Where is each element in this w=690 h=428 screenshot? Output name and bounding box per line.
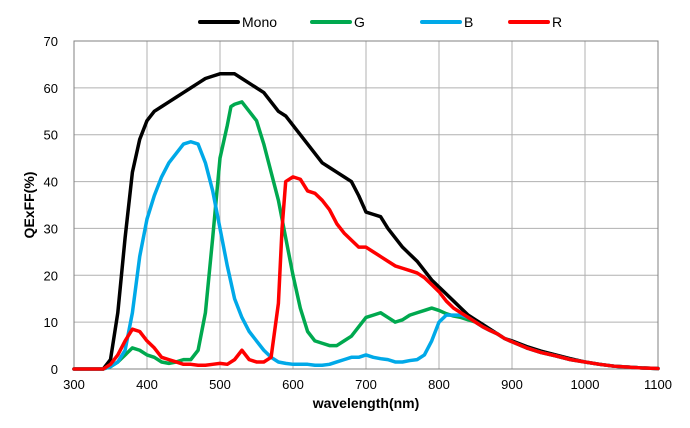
legend-label-r: R: [552, 14, 562, 30]
plot-area: [73, 40, 659, 370]
x-tick-label: 1100: [644, 377, 672, 392]
x-tick-labels: 300 400 500 600 700 800 900 1000 1100: [63, 377, 672, 392]
x-tick-label: 900: [501, 377, 523, 392]
x-tick-label: 700: [355, 377, 377, 392]
y-tick-label: 0: [51, 362, 58, 377]
y-tick-label: 10: [44, 315, 58, 330]
series-line-r: [72, 175, 660, 371]
y-tick-label: 30: [44, 221, 58, 236]
x-tick-label: 400: [136, 377, 158, 392]
y-tick-label: 60: [44, 81, 58, 96]
y-tick-label: 40: [44, 175, 58, 190]
legend: Mono G B R: [198, 14, 562, 30]
x-tick-label: 300: [63, 377, 85, 392]
legend-label-g: G: [354, 14, 365, 30]
x-axis-label: wavelength(nm): [312, 395, 420, 411]
series-lines: [72, 72, 660, 371]
grid-lines: [74, 41, 658, 369]
x-tick-label: 800: [428, 377, 450, 392]
x-tick-label: 500: [209, 377, 231, 392]
y-tick-labels: 0 10 20 30 40 50 60 70: [44, 34, 58, 377]
y-tick-label: 50: [44, 128, 58, 143]
y-tick-label: 20: [44, 268, 58, 283]
y-tick-label: 70: [44, 34, 58, 49]
legend-label-mono: Mono: [242, 14, 277, 30]
y-axis-label: QExFF(%): [21, 172, 37, 239]
legend-label-b: B: [464, 14, 473, 30]
x-tick-label: 600: [282, 377, 304, 392]
x-tick-label: 1000: [571, 377, 600, 392]
